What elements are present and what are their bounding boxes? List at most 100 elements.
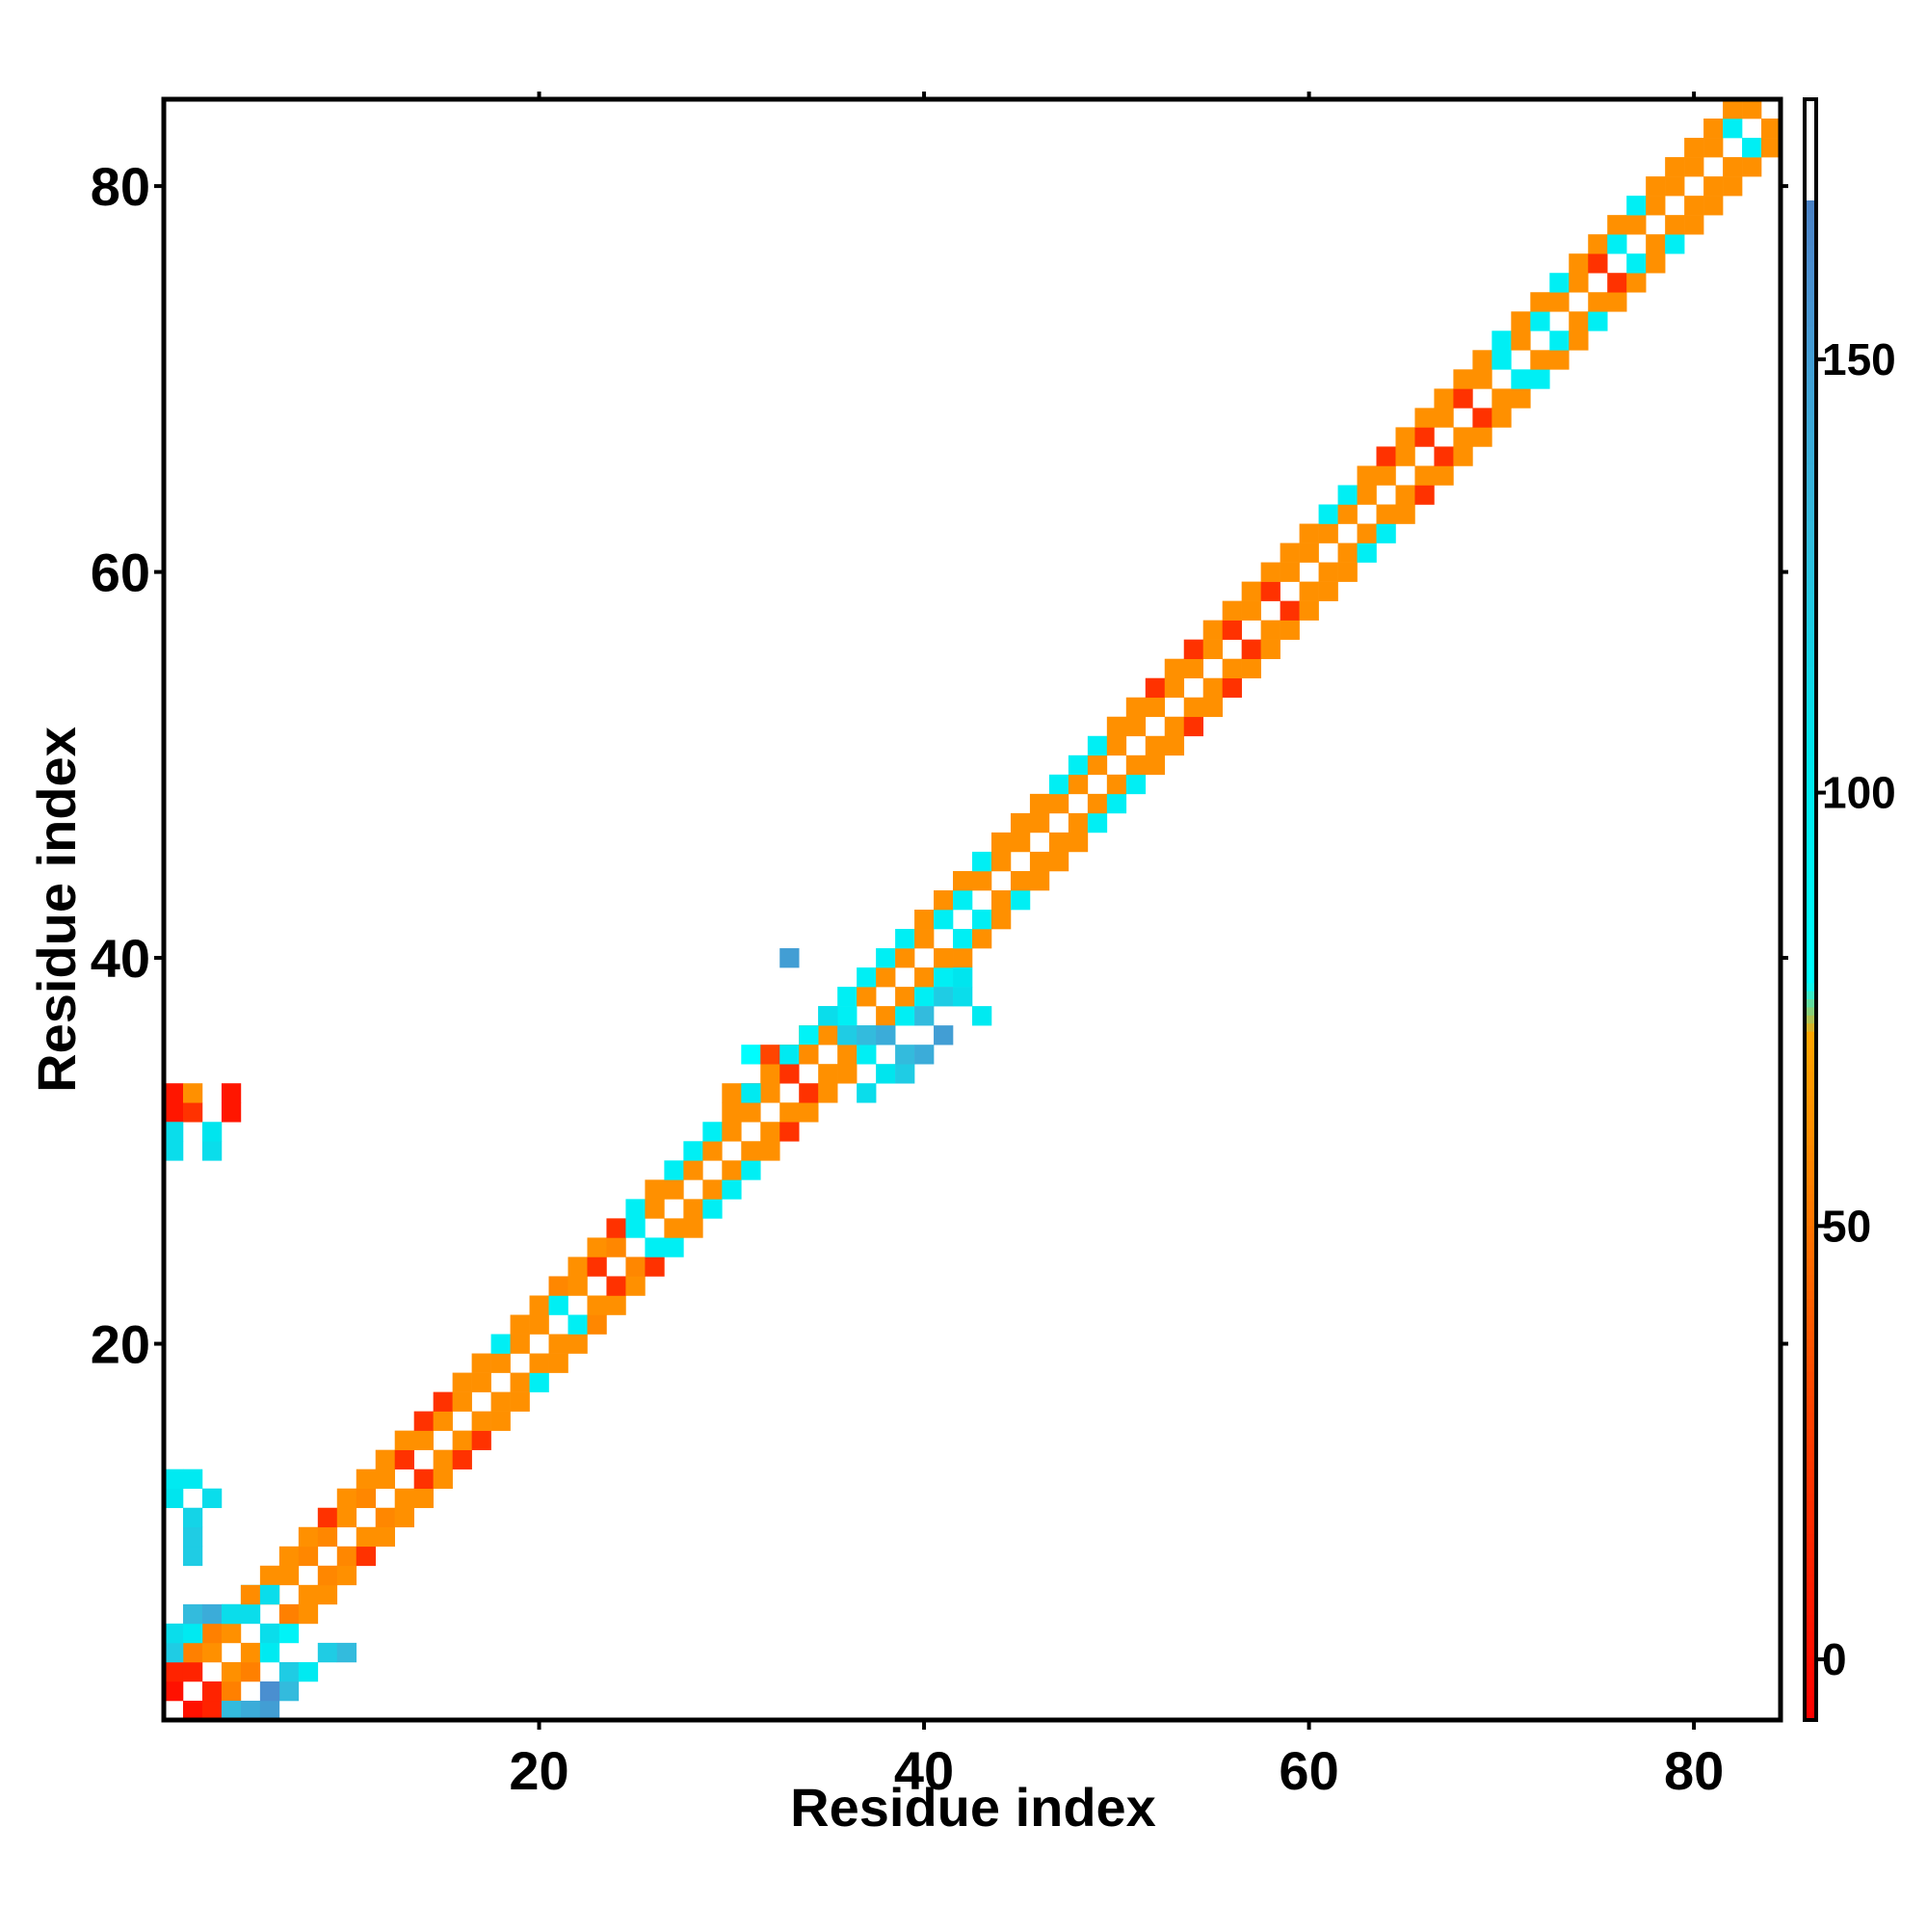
heatmap-cell — [1530, 311, 1550, 331]
heatmap-cell — [1280, 620, 1300, 640]
heatmap-cell — [876, 1006, 896, 1026]
heatmap-cell — [356, 1526, 377, 1548]
colorbar-segment — [1805, 1412, 1816, 1421]
colorbar-segment — [1805, 471, 1816, 481]
heatmap-cell — [529, 1314, 549, 1335]
colorbar-segment — [1805, 755, 1816, 765]
colorbar-segment — [1805, 1638, 1816, 1648]
heatmap-cell — [799, 1102, 819, 1123]
heatmap-cell — [182, 1642, 203, 1663]
heatmap-cell — [394, 1449, 414, 1469]
heatmap-cell — [1068, 774, 1089, 795]
heatmap-cell — [934, 910, 954, 930]
colorbar-segment — [1805, 642, 1816, 651]
colorbar-segment — [1805, 414, 1816, 424]
colorbar-segment — [1805, 537, 1816, 546]
x-tick-label: 40 — [894, 1740, 954, 1801]
heatmap-cell — [1684, 157, 1704, 177]
heatmap-cell — [1260, 562, 1280, 582]
heatmap-cell — [221, 1102, 242, 1123]
heatmap-cell — [1048, 851, 1069, 872]
colorbar-segment — [1805, 666, 1816, 675]
heatmap-cell — [1646, 176, 1666, 197]
colorbar-segment — [1805, 236, 1816, 246]
heatmap-cell — [1511, 388, 1531, 409]
heatmap-cell — [1665, 176, 1685, 197]
colorbar-segment — [1805, 1549, 1816, 1559]
colorbar-segment — [1805, 804, 1816, 813]
heatmap-cell — [471, 1411, 491, 1431]
heatmap-cell — [182, 1469, 203, 1490]
heatmap-cell — [164, 1083, 184, 1103]
heatmap-cell — [1145, 754, 1166, 776]
y-tick-label: 40 — [91, 928, 150, 989]
heatmap-cell — [1723, 99, 1743, 119]
heatmap-cell — [1703, 176, 1724, 197]
heatmap-cell — [375, 1449, 396, 1469]
heatmap-cell — [1626, 273, 1647, 293]
heatmap-cell — [1607, 273, 1627, 293]
colorbar-segment — [1805, 1031, 1816, 1041]
heatmap-cell — [201, 1700, 223, 1721]
colorbar-segment — [1805, 763, 1816, 773]
heatmap-cell — [1684, 196, 1704, 216]
colorbar-segment — [1805, 278, 1816, 286]
heatmap-cell — [760, 1083, 780, 1103]
heatmap-cell — [645, 1179, 665, 1200]
heatmap-cell — [1723, 157, 1743, 177]
heatmap-cell — [298, 1603, 319, 1625]
colorbar-segment — [1805, 1379, 1816, 1389]
colorbar-segment — [1805, 1476, 1816, 1486]
heatmap-cell — [990, 889, 1012, 911]
heatmap-cell — [471, 1430, 491, 1450]
heatmap-cell — [1125, 774, 1147, 795]
heatmap-cell — [645, 1199, 665, 1219]
heatmap-cell — [1665, 157, 1685, 177]
colorbar-segment — [1805, 982, 1816, 992]
colorbar-segment — [1805, 1225, 1816, 1234]
heatmap-cell — [1472, 408, 1492, 428]
heatmap-cell — [953, 967, 973, 988]
heatmap-cell — [317, 1584, 338, 1605]
heatmap-cell — [1337, 562, 1358, 582]
heatmap-cell — [221, 1083, 242, 1103]
heatmap-cell — [259, 1565, 280, 1586]
heatmap-cell — [587, 1237, 607, 1257]
colorbar-cap — [1805, 99, 1816, 200]
heatmap-cell — [1453, 446, 1473, 466]
colorbar-segment — [1805, 1250, 1816, 1259]
heatmap-cell — [1434, 446, 1454, 466]
heatmap-cell — [1549, 350, 1570, 370]
heatmap-cell — [1703, 196, 1724, 216]
colorbar-segment — [1805, 1444, 1816, 1453]
heatmap-cell — [934, 987, 954, 1007]
heatmap-cell — [1761, 119, 1782, 139]
heatmap-cell — [336, 1507, 357, 1528]
heatmap-cell — [1569, 273, 1589, 293]
heatmap-cell — [702, 1199, 723, 1219]
heatmap-cell — [298, 1526, 319, 1548]
colorbar-segment — [1805, 991, 1816, 1000]
heatmap-cell — [1164, 677, 1185, 699]
heatmap-cell — [164, 1122, 184, 1142]
heatmap-cell — [317, 1642, 338, 1663]
colorbar-segment — [1805, 828, 1816, 837]
colorbar-segment — [1805, 1606, 1816, 1616]
heatmap-cell — [356, 1469, 377, 1490]
colorbar-segment — [1805, 675, 1816, 684]
heatmap-cell — [799, 1045, 819, 1065]
heatmap-cell — [336, 1565, 357, 1586]
heatmap-cell — [1357, 523, 1377, 543]
heatmap-cell — [278, 1623, 300, 1644]
colorbar-segment — [1805, 1193, 1816, 1203]
heatmap-cell — [587, 1295, 607, 1315]
heatmap-cell — [433, 1469, 453, 1490]
heatmap-cell — [972, 910, 992, 930]
x-axis-label: Residue index — [790, 1777, 1156, 1838]
colorbar-segment — [1805, 1055, 1816, 1065]
colorbar-segment — [1805, 1647, 1816, 1656]
heatmap-cell — [1491, 408, 1512, 428]
heatmap-cell — [606, 1218, 626, 1238]
colorbar-segment — [1805, 594, 1816, 602]
